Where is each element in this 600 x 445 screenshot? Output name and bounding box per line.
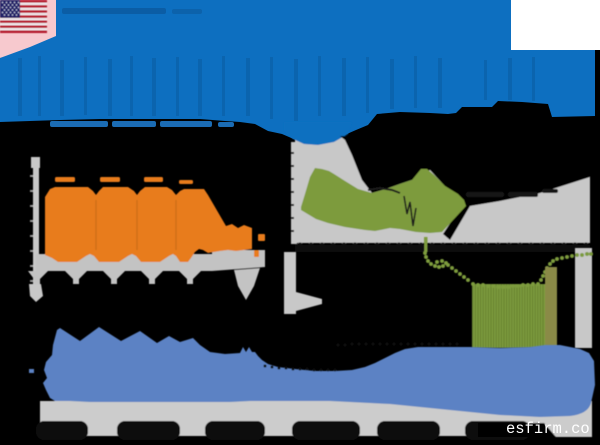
svg-text:esfirm.co: esfirm.co [506,420,590,438]
